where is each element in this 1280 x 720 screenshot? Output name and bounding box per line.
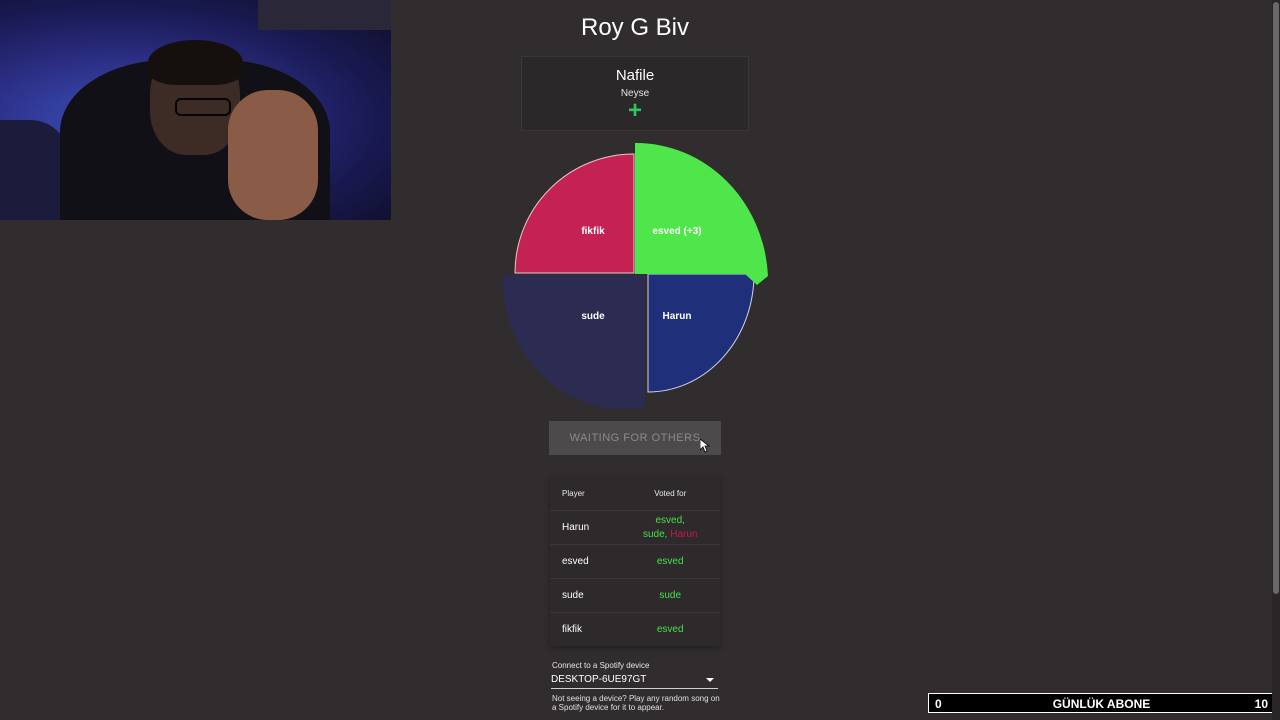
table-row: Harun esved, sude, Harun (550, 510, 720, 545)
wheel-segment-sude[interactable] (502, 275, 645, 410)
voted-for-cell: esved, sude, Harun (621, 510, 720, 545)
player-name: sude (550, 578, 622, 613)
subscriber-goal-label: GÜNLÜK ABONE (1052, 697, 1151, 711)
streamer-arm (228, 90, 318, 220)
wheel-label-harun: Harun (663, 311, 692, 322)
player-column-header: Player (562, 489, 585, 498)
device-selected-value: DESKTOP-6UE97GT (551, 674, 647, 685)
player-name: fikfik (550, 612, 622, 646)
voted-for-cell: esved (621, 612, 720, 646)
streamer-hair (148, 40, 243, 85)
vote-entry: Harun (670, 528, 698, 540)
table-row: fikfik esved (550, 612, 720, 646)
song-card: Nafile Neyse + (521, 56, 749, 131)
table-row: esved esved (550, 544, 720, 579)
votes-table: Player Voted for Harun esved, sude, Haru… (550, 477, 720, 646)
wheel-label-esved: esved (+3) (652, 226, 701, 237)
wheel-label-sude: sude (581, 311, 605, 322)
mouse-cursor-icon (700, 439, 710, 453)
scrollbar-thumb[interactable] (1273, 2, 1279, 594)
player-name: Harun (550, 510, 622, 545)
vote-entry: sude, (642, 528, 668, 540)
vote-entry: esved, (655, 514, 685, 526)
wheel-segment-esved[interactable] (635, 142, 768, 285)
device-help-text: Not seeing a device? Play any random son… (552, 694, 720, 712)
vote-wheel: fikfik esved (+3) sude Harun (502, 142, 768, 410)
streamer-glasses (175, 98, 231, 116)
wheel-segment-fikfik[interactable] (514, 153, 635, 274)
wheel-segment-harun[interactable] (647, 273, 755, 393)
plus-icon[interactable]: + (627, 97, 642, 124)
voted-for-cell: esved (621, 544, 720, 579)
webcam-overlay (0, 0, 391, 220)
player-name: esved (550, 544, 622, 579)
votes-header-row: Player Voted for (550, 477, 720, 511)
chevron-down-icon[interactable] (706, 678, 714, 682)
voted-for-cell: sude (621, 578, 720, 613)
page-scrollbar[interactable] (1272, 0, 1280, 720)
subscriber-goal-bar: GÜNLÜK ABONE 0 10 (928, 693, 1275, 713)
wall-poster (258, 0, 391, 30)
subscriber-current-count: 0 (935, 697, 942, 711)
webcam-shadow (0, 120, 70, 220)
wheel-label-fikfik: fikfik (581, 226, 605, 237)
song-artist: Neyse (620, 88, 650, 99)
page-title: Roy G Biv (580, 14, 690, 41)
vote-entry: esved (656, 555, 684, 567)
subscriber-goal-count: 10 (1254, 697, 1268, 711)
waiting-for-others-button[interactable]: WAITING FOR OTHERS (549, 421, 721, 455)
vote-entry: sude (659, 589, 682, 601)
voted-for-column-header: Voted for (654, 489, 687, 498)
device-label: Connect to a Spotify device (552, 661, 650, 670)
song-title: Nafile (615, 67, 655, 84)
device-select[interactable]: DESKTOP-6UE97GT (551, 672, 718, 689)
vote-entry: esved (656, 623, 684, 635)
table-row: sude sude (550, 578, 720, 613)
